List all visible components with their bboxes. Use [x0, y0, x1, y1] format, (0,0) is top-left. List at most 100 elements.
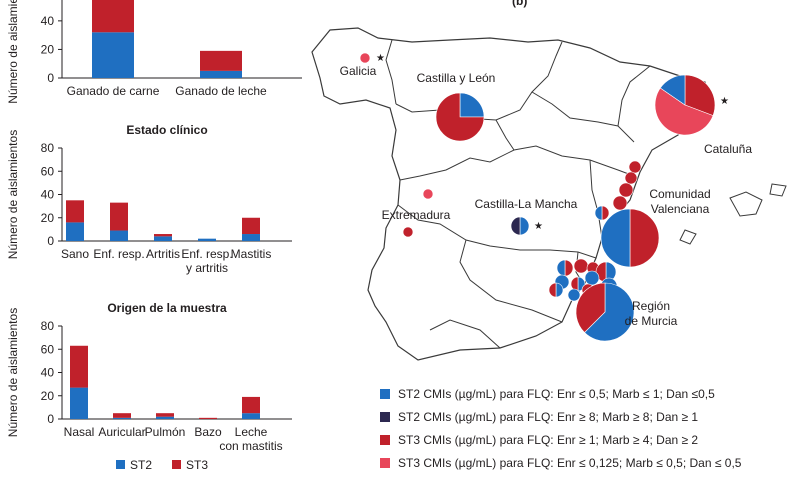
y-axis-label: Número de aislamientos [6, 130, 20, 259]
bar-st3 [66, 200, 84, 223]
legend-label: ST3 CMIs (µg/mL) para FLQ: Enr ≥ 1; Marb… [398, 432, 699, 447]
legend-label: ST3 CMIs (µg/mL) para FLQ: Enr ≤ 0,125; … [398, 455, 742, 470]
legend-label: ST2 [130, 458, 152, 472]
bar-st2 [110, 230, 128, 241]
x-tick-label: Nasal [64, 425, 95, 439]
spain-map: (b) Galicia Castilla y León Cataluña Extrem… [311, 0, 787, 361]
legend-swatch [380, 388, 390, 399]
legend-item-st2-high: ST2 CMIs (µg/mL) para FLQ: Enr ≥ 8; Marb… [380, 407, 790, 426]
x-tick-label: Ganado de carne [67, 84, 160, 98]
pie-slice [564, 259, 574, 277]
y-tick-label: 40 [41, 188, 55, 202]
pie-marker [573, 258, 589, 274]
bar-st2 [113, 417, 131, 419]
y-tick-label: 0 [47, 71, 54, 85]
pie-marker [600, 208, 660, 268]
bar-st3 [242, 217, 260, 235]
pie-marker [402, 226, 414, 238]
x-tick-label: y artritis [186, 261, 228, 275]
panel-label: (b) [512, 0, 527, 8]
legend-item-st2-low: ST2 CMIs (µg/mL) para FLQ: Enr ≤ 0,5; Ma… [380, 384, 790, 403]
x-tick-label: Enf. resp. [181, 247, 232, 261]
pie-slice [555, 282, 564, 298]
pie-marker [594, 205, 610, 221]
pie-slice [510, 216, 521, 236]
pie-slice [422, 188, 434, 200]
pie-slice [594, 205, 603, 221]
y-tick-label: 0 [47, 412, 54, 426]
x-tick-label: Pulmón [145, 425, 186, 439]
legend-label: ST2 CMIs (µg/mL) para FLQ: Enr ≥ 8; Marb… [398, 409, 699, 424]
legend-swatch [172, 460, 181, 469]
bar-charts-panel: 0 20 40 Número de aislamientos Ganado de car… [6, 0, 302, 472]
star-icon: ★ [534, 221, 543, 232]
x-tick-label: Ganado de leche [175, 84, 267, 98]
bar-st3 [92, 0, 134, 33]
chart-title: Estado clínico [126, 123, 207, 137]
bar-st2 [154, 236, 172, 241]
y-tick-label: 40 [41, 366, 55, 380]
star-icon: ★ [720, 96, 729, 107]
region-label: Galicia [340, 64, 377, 78]
pie-slice [624, 171, 638, 185]
bar-chart-sample-origin: 0 20 40 60 80 Número de aislamientos Origen de… [6, 301, 292, 453]
pie-slice [618, 182, 634, 198]
pie-slice [575, 282, 606, 333]
pie-slice [459, 92, 485, 118]
bar-st3 [70, 345, 88, 388]
pie-slice [612, 195, 628, 211]
bar-st2 [156, 416, 174, 419]
pie-slice [684, 74, 716, 117]
balearic-islands [679, 183, 787, 245]
pie-marker [359, 52, 371, 64]
pie-slice [659, 74, 686, 106]
pie-slice [601, 205, 610, 221]
region-label: Cataluña [704, 142, 752, 156]
legend-label: ST3 [186, 458, 208, 472]
bar-st2 [92, 32, 134, 78]
bar-st2 [242, 413, 260, 419]
bar-st2 [70, 387, 88, 419]
pie-slice [519, 216, 530, 236]
bar-st3 [156, 413, 174, 417]
x-tick-label: con mastitis [219, 439, 282, 453]
pie-slice [629, 208, 660, 268]
region-label: Comunidad [649, 187, 710, 201]
bar-st3 [200, 50, 242, 71]
bar-st3 [110, 202, 128, 231]
pie-slice [584, 270, 600, 286]
pie-markers [359, 52, 716, 342]
x-tick-label: Sano [61, 247, 89, 261]
legend-swatch [380, 457, 390, 468]
bar-st2 [200, 70, 242, 78]
bar-st2 [242, 234, 260, 241]
y-tick-label: 80 [41, 141, 55, 155]
pie-slice [402, 226, 414, 238]
y-tick-label: 60 [41, 342, 55, 356]
pie-slice [654, 87, 714, 136]
pie-slice [435, 92, 485, 142]
y-tick-label: 60 [41, 164, 55, 178]
pie-marker [567, 288, 581, 302]
x-tick-label: Leche [235, 425, 268, 439]
mic-legend: ST2 CMIs (µg/mL) para FLQ: Enr ≤ 0,5; Ma… [380, 384, 790, 476]
x-tick-label: Auricular [98, 425, 145, 439]
legend-swatch [380, 434, 390, 445]
bar-st2 [66, 222, 84, 241]
chart-title: Origen de la muestra [107, 301, 227, 315]
pie-marker [628, 160, 642, 174]
y-tick-label: 20 [41, 211, 55, 225]
star-icon: ★ [376, 53, 385, 64]
x-tick-label: Enf. resp. [93, 247, 144, 261]
bar-st3 [113, 413, 131, 418]
legend-label: ST2 CMIs (µg/mL) para FLQ: Enr ≤ 0,5; Ma… [398, 386, 715, 401]
pie-marker [584, 270, 600, 286]
pie-marker [575, 282, 635, 342]
region-label: de Murcia [625, 314, 678, 328]
pie-slice [359, 52, 371, 64]
bar-chart-legend: ST2 ST3 [116, 458, 208, 472]
pie-marker [510, 216, 530, 236]
bar-st3 [154, 234, 172, 237]
region-label: Región [632, 299, 670, 313]
pie-marker [624, 171, 638, 185]
